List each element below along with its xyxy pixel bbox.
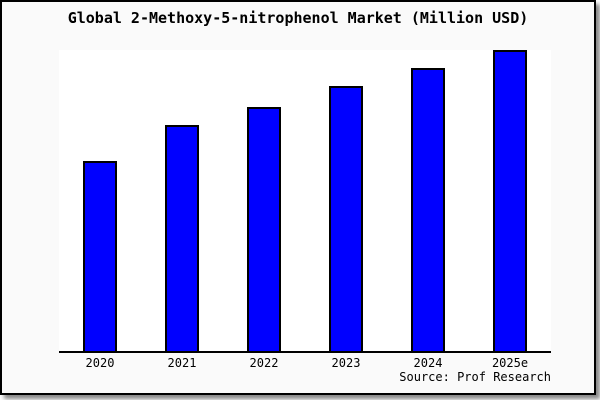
x-label-2023: 2023	[331, 356, 361, 370]
chart-title: Global 2-Methoxy-5-nitrophenol Market (M…	[67, 9, 529, 27]
bar-slot-2022	[223, 50, 305, 351]
bar-slot-2025e	[469, 50, 551, 351]
bar-slot-2020	[59, 50, 141, 351]
bar-slot-2024	[387, 50, 469, 351]
bars	[59, 50, 551, 351]
x-label-2025e: 2025e	[491, 356, 529, 370]
source-attribution: Source: Prof Research	[399, 370, 551, 384]
bar-2024	[411, 68, 445, 351]
plot-area	[59, 50, 551, 353]
bar-2020	[83, 161, 117, 351]
bar-slot-2021	[141, 50, 223, 351]
bar-2025e	[493, 50, 527, 351]
x-label-2024: 2024	[413, 356, 443, 370]
bar-2023	[329, 86, 363, 351]
bar-slot-2023	[305, 50, 387, 351]
x-label-2020: 2020	[85, 356, 115, 370]
x-axis-labels: 2020 2021 2022 2023 2024 2025e	[59, 356, 551, 370]
x-label-2021: 2021	[167, 356, 197, 370]
bar-2022	[247, 107, 281, 351]
bar-2021	[165, 125, 199, 351]
x-label-2022: 2022	[249, 356, 279, 370]
